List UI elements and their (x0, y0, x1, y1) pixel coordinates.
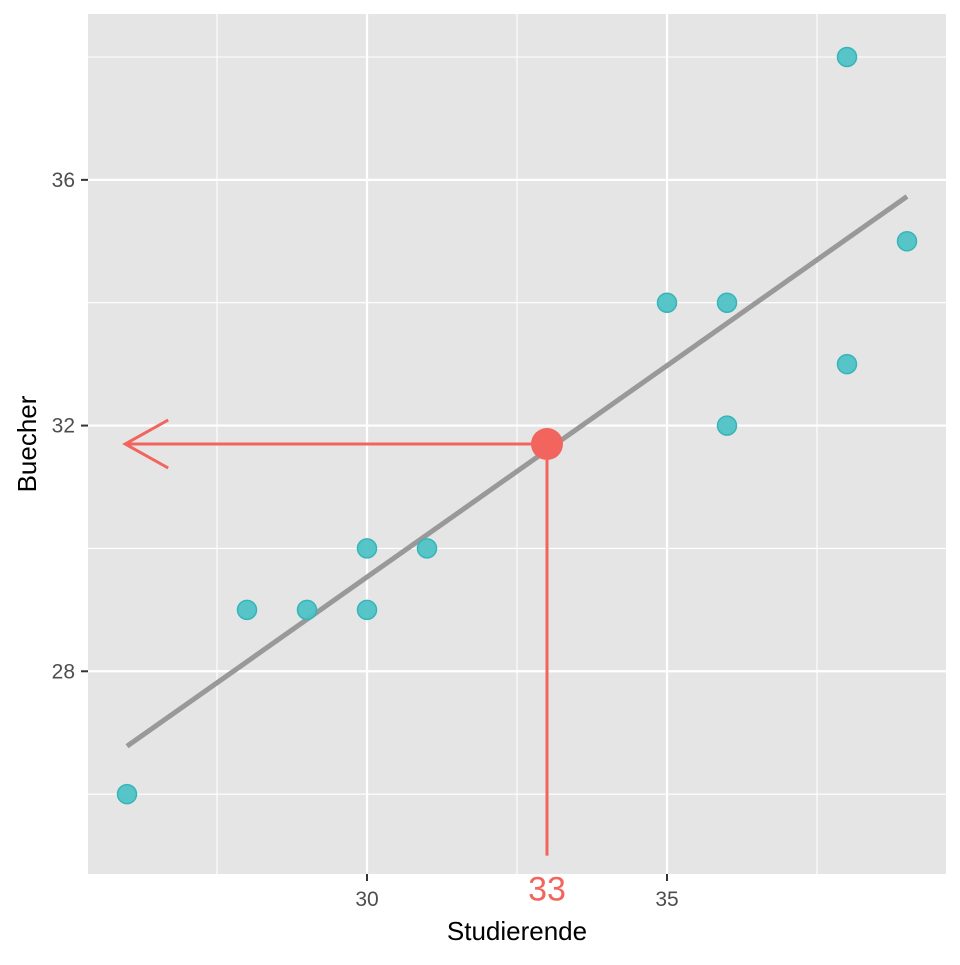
x-tick-label: 35 (655, 888, 678, 911)
data-point (296, 599, 318, 621)
y-axis-title: Buecher (12, 395, 42, 492)
prediction-label: 33 (528, 871, 566, 909)
data-point (356, 599, 378, 621)
data-point (656, 292, 678, 313)
y-tick-label: 36 (52, 169, 75, 192)
data-point (416, 538, 438, 559)
y-tick-label: 28 (52, 660, 75, 683)
data-point (836, 46, 858, 68)
data-points (116, 46, 918, 805)
y-axis: 28 32 36 (52, 169, 88, 683)
regression-line (125, 194, 909, 749)
data-point (356, 538, 378, 559)
data-point (836, 353, 858, 375)
data-point (716, 292, 738, 313)
data-point (236, 599, 258, 621)
major-gridlines (88, 14, 946, 874)
x-axis-title: Studierende (447, 916, 587, 946)
data-point (116, 783, 138, 805)
prediction-annotation: 33 (122, 418, 566, 909)
prediction-point (531, 428, 563, 460)
data-point (716, 415, 738, 436)
y-tick-label: 32 (52, 415, 75, 438)
x-tick-label: 30 (355, 888, 378, 911)
data-point (896, 231, 918, 252)
x-axis: 30 35 (355, 874, 679, 911)
regression-line-group (125, 194, 909, 749)
prediction-arrowhead (122, 418, 169, 470)
